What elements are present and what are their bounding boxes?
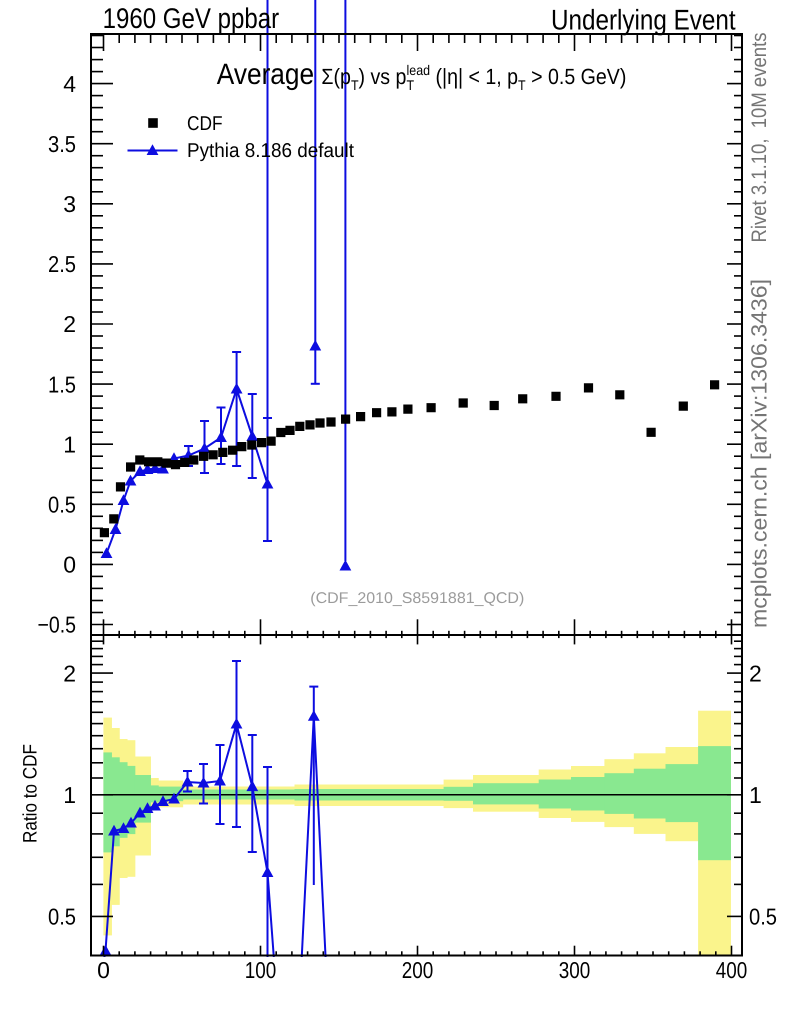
svg-text:2: 2 — [749, 660, 762, 686]
svg-text:−0.5: −0.5 — [38, 612, 77, 638]
svg-text:4: 4 — [63, 71, 76, 97]
svg-text:2.5: 2.5 — [48, 251, 76, 277]
svg-text:CDF: CDF — [187, 113, 223, 135]
svg-text:Ratio to CDF: Ratio to CDF — [20, 744, 42, 843]
svg-text:0: 0 — [63, 552, 76, 578]
svg-text:1: 1 — [63, 431, 76, 457]
svg-text:(CDF_2010_S8591881_QCD): (CDF_2010_S8591881_QCD) — [310, 590, 524, 607]
svg-text:Underlying Event: Underlying Event — [551, 5, 736, 37]
svg-text:3.5: 3.5 — [48, 131, 76, 157]
svg-text:mcplots.cern.ch [arXiv:1306.34: mcplots.cern.ch [arXiv:1306.3436] — [747, 279, 772, 628]
svg-text:200: 200 — [402, 957, 434, 983]
svg-text:2: 2 — [63, 660, 76, 686]
svg-text:300: 300 — [559, 957, 591, 983]
svg-text:Rivet 3.1.10, 10M events: Rivet 3.1.10, 10M events — [748, 33, 771, 243]
svg-text:1: 1 — [749, 782, 762, 808]
svg-text:400: 400 — [716, 957, 748, 983]
svg-text:0.5: 0.5 — [48, 904, 76, 930]
svg-text:3: 3 — [63, 191, 76, 217]
svg-text:1: 1 — [63, 782, 76, 808]
svg-text:0.5: 0.5 — [749, 904, 777, 930]
svg-text:1.5: 1.5 — [48, 371, 76, 397]
svg-text:Pythia 8.186 default: Pythia 8.186 default — [187, 140, 354, 162]
svg-text:2: 2 — [63, 311, 76, 337]
svg-text:100: 100 — [245, 957, 277, 983]
svg-text:0.5: 0.5 — [48, 492, 76, 518]
svg-text:1960 GeV ppbar: 1960 GeV ppbar — [103, 3, 280, 35]
svg-text:0: 0 — [97, 957, 110, 983]
